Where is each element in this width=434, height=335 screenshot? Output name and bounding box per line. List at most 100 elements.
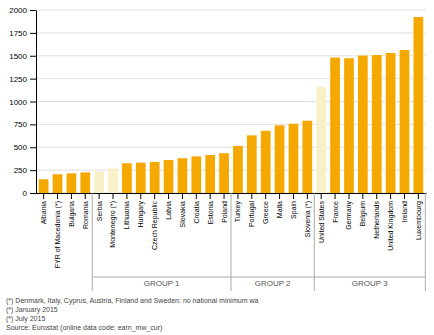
y-tick-mark <box>30 102 36 103</box>
x-tick: Luxembourg <box>415 193 423 240</box>
group-label: GROUP 1 <box>144 279 180 288</box>
y-tick-label: 1000 <box>9 98 27 107</box>
group-separator <box>92 193 93 291</box>
footnote: (*) Denmark, Italy, Cyprus, Austria, Fin… <box>6 297 258 305</box>
x-tick-mark <box>182 193 183 199</box>
x-tick-label: Malta <box>276 201 283 218</box>
bar <box>289 124 299 193</box>
bar <box>344 58 354 193</box>
x-tick-mark <box>293 193 294 199</box>
x-tick: Ireland <box>401 193 408 222</box>
x-tick-label: FYR of Macedonia (*) <box>54 201 62 268</box>
x-tick-mark <box>57 193 58 199</box>
x-tick-label: Slovakia <box>179 201 186 228</box>
group-separator <box>314 193 315 291</box>
x-tick: Latvia <box>165 193 172 220</box>
x-tick: Netherlands <box>373 193 380 239</box>
x-tick-mark <box>43 193 44 199</box>
x-tick: Malta <box>276 193 283 218</box>
x-tick-mark <box>126 193 127 199</box>
y-tick-mark <box>30 170 36 171</box>
bar <box>191 156 201 193</box>
x-tick-mark <box>348 193 349 199</box>
x-tick-mark <box>168 193 169 199</box>
x-tick: Hungary <box>137 193 145 227</box>
x-tick: FYR of Macedonia (*) <box>54 193 62 268</box>
bar <box>164 160 174 193</box>
x-tick-label: Netherlands <box>373 201 380 239</box>
x-tick-mark <box>99 193 100 199</box>
y-tick-mark <box>30 33 36 34</box>
x-tick: Slovenia (*) <box>304 193 312 237</box>
y-tick-mark <box>30 10 36 11</box>
x-tick-mark <box>335 193 336 199</box>
x-tick-label: Belgium <box>359 201 367 226</box>
y-tick-mark <box>30 79 36 80</box>
bar <box>219 153 229 193</box>
bar <box>205 155 215 193</box>
y-tick-label: 500 <box>14 143 28 152</box>
bar <box>108 168 118 193</box>
bar <box>372 55 382 193</box>
bar <box>400 50 410 193</box>
x-tick-mark <box>210 193 211 199</box>
x-tick-label: Slovenia (*) <box>304 201 312 237</box>
y-tick: 1750 <box>9 29 36 38</box>
y-tick-label: 0 <box>23 189 28 198</box>
y-tick-mark <box>30 193 36 194</box>
x-tick-label: Bulgaria <box>68 201 76 227</box>
x-tick-mark <box>321 193 322 199</box>
bar <box>316 87 326 193</box>
group-separator <box>231 193 232 291</box>
y-tick-label: 1500 <box>9 52 27 61</box>
x-tick-label: Albania <box>40 201 47 224</box>
group-separator <box>425 193 426 291</box>
bar <box>275 125 285 193</box>
bar <box>67 173 77 193</box>
x-tick: Bulgaria <box>68 193 76 227</box>
x-tick-label: Spain <box>290 201 298 219</box>
y-tick: 1000 <box>9 98 36 107</box>
bar <box>414 17 424 193</box>
x-tick: United Kingdom <box>387 193 395 251</box>
x-tick: Slovakia <box>179 193 186 227</box>
grid <box>36 10 426 193</box>
grid-line <box>36 10 426 11</box>
group-bracket <box>314 277 425 278</box>
x-tick-label: Luxembourg <box>415 201 423 240</box>
x-tick-mark <box>140 193 141 199</box>
x-tick-mark <box>418 193 419 199</box>
y-tick-label: 1250 <box>9 75 27 84</box>
x-tick-mark <box>251 193 252 199</box>
x-tick: Croatia <box>193 193 200 224</box>
x-tick: France <box>332 193 339 223</box>
x-tick-label: Turkey <box>234 201 242 223</box>
x-tick: Poland <box>221 193 228 223</box>
y-tick-label: 2000 <box>9 6 27 15</box>
x-tick: Estonia <box>207 193 214 224</box>
y-tick: 250 <box>14 166 36 175</box>
x-tick: Belgium <box>359 193 367 226</box>
x-tick-label: Czech Republic <box>151 201 159 251</box>
x-tick-mark <box>362 193 363 199</box>
x-tick: Lithuania <box>123 193 130 229</box>
x-tick-mark <box>71 193 72 199</box>
x-tick: Montenegro (*) <box>109 193 117 248</box>
bar <box>122 163 132 193</box>
x-tick-label: France <box>332 201 339 223</box>
x-tick-mark <box>390 193 391 199</box>
x-tick: Portugal <box>248 193 256 227</box>
x-tick: Greece <box>262 193 269 224</box>
bar <box>358 56 368 193</box>
chart-container: 0 250 500 750 1000 1250 1500 1750 2000 Albania FYR… <box>0 0 434 335</box>
bar <box>150 162 160 193</box>
bar <box>39 179 49 193</box>
footnote: Source: Eurostat (online data code: earn… <box>6 324 162 332</box>
x-tick: Czech Republic <box>151 193 159 250</box>
y-tick-label: 750 <box>14 120 28 129</box>
y-tick: 0 <box>23 189 36 198</box>
x-tick-label: Croatia <box>193 201 200 224</box>
bar <box>233 146 243 193</box>
x-tick-mark <box>404 193 405 199</box>
x-tick-label: Serbia <box>96 201 103 221</box>
